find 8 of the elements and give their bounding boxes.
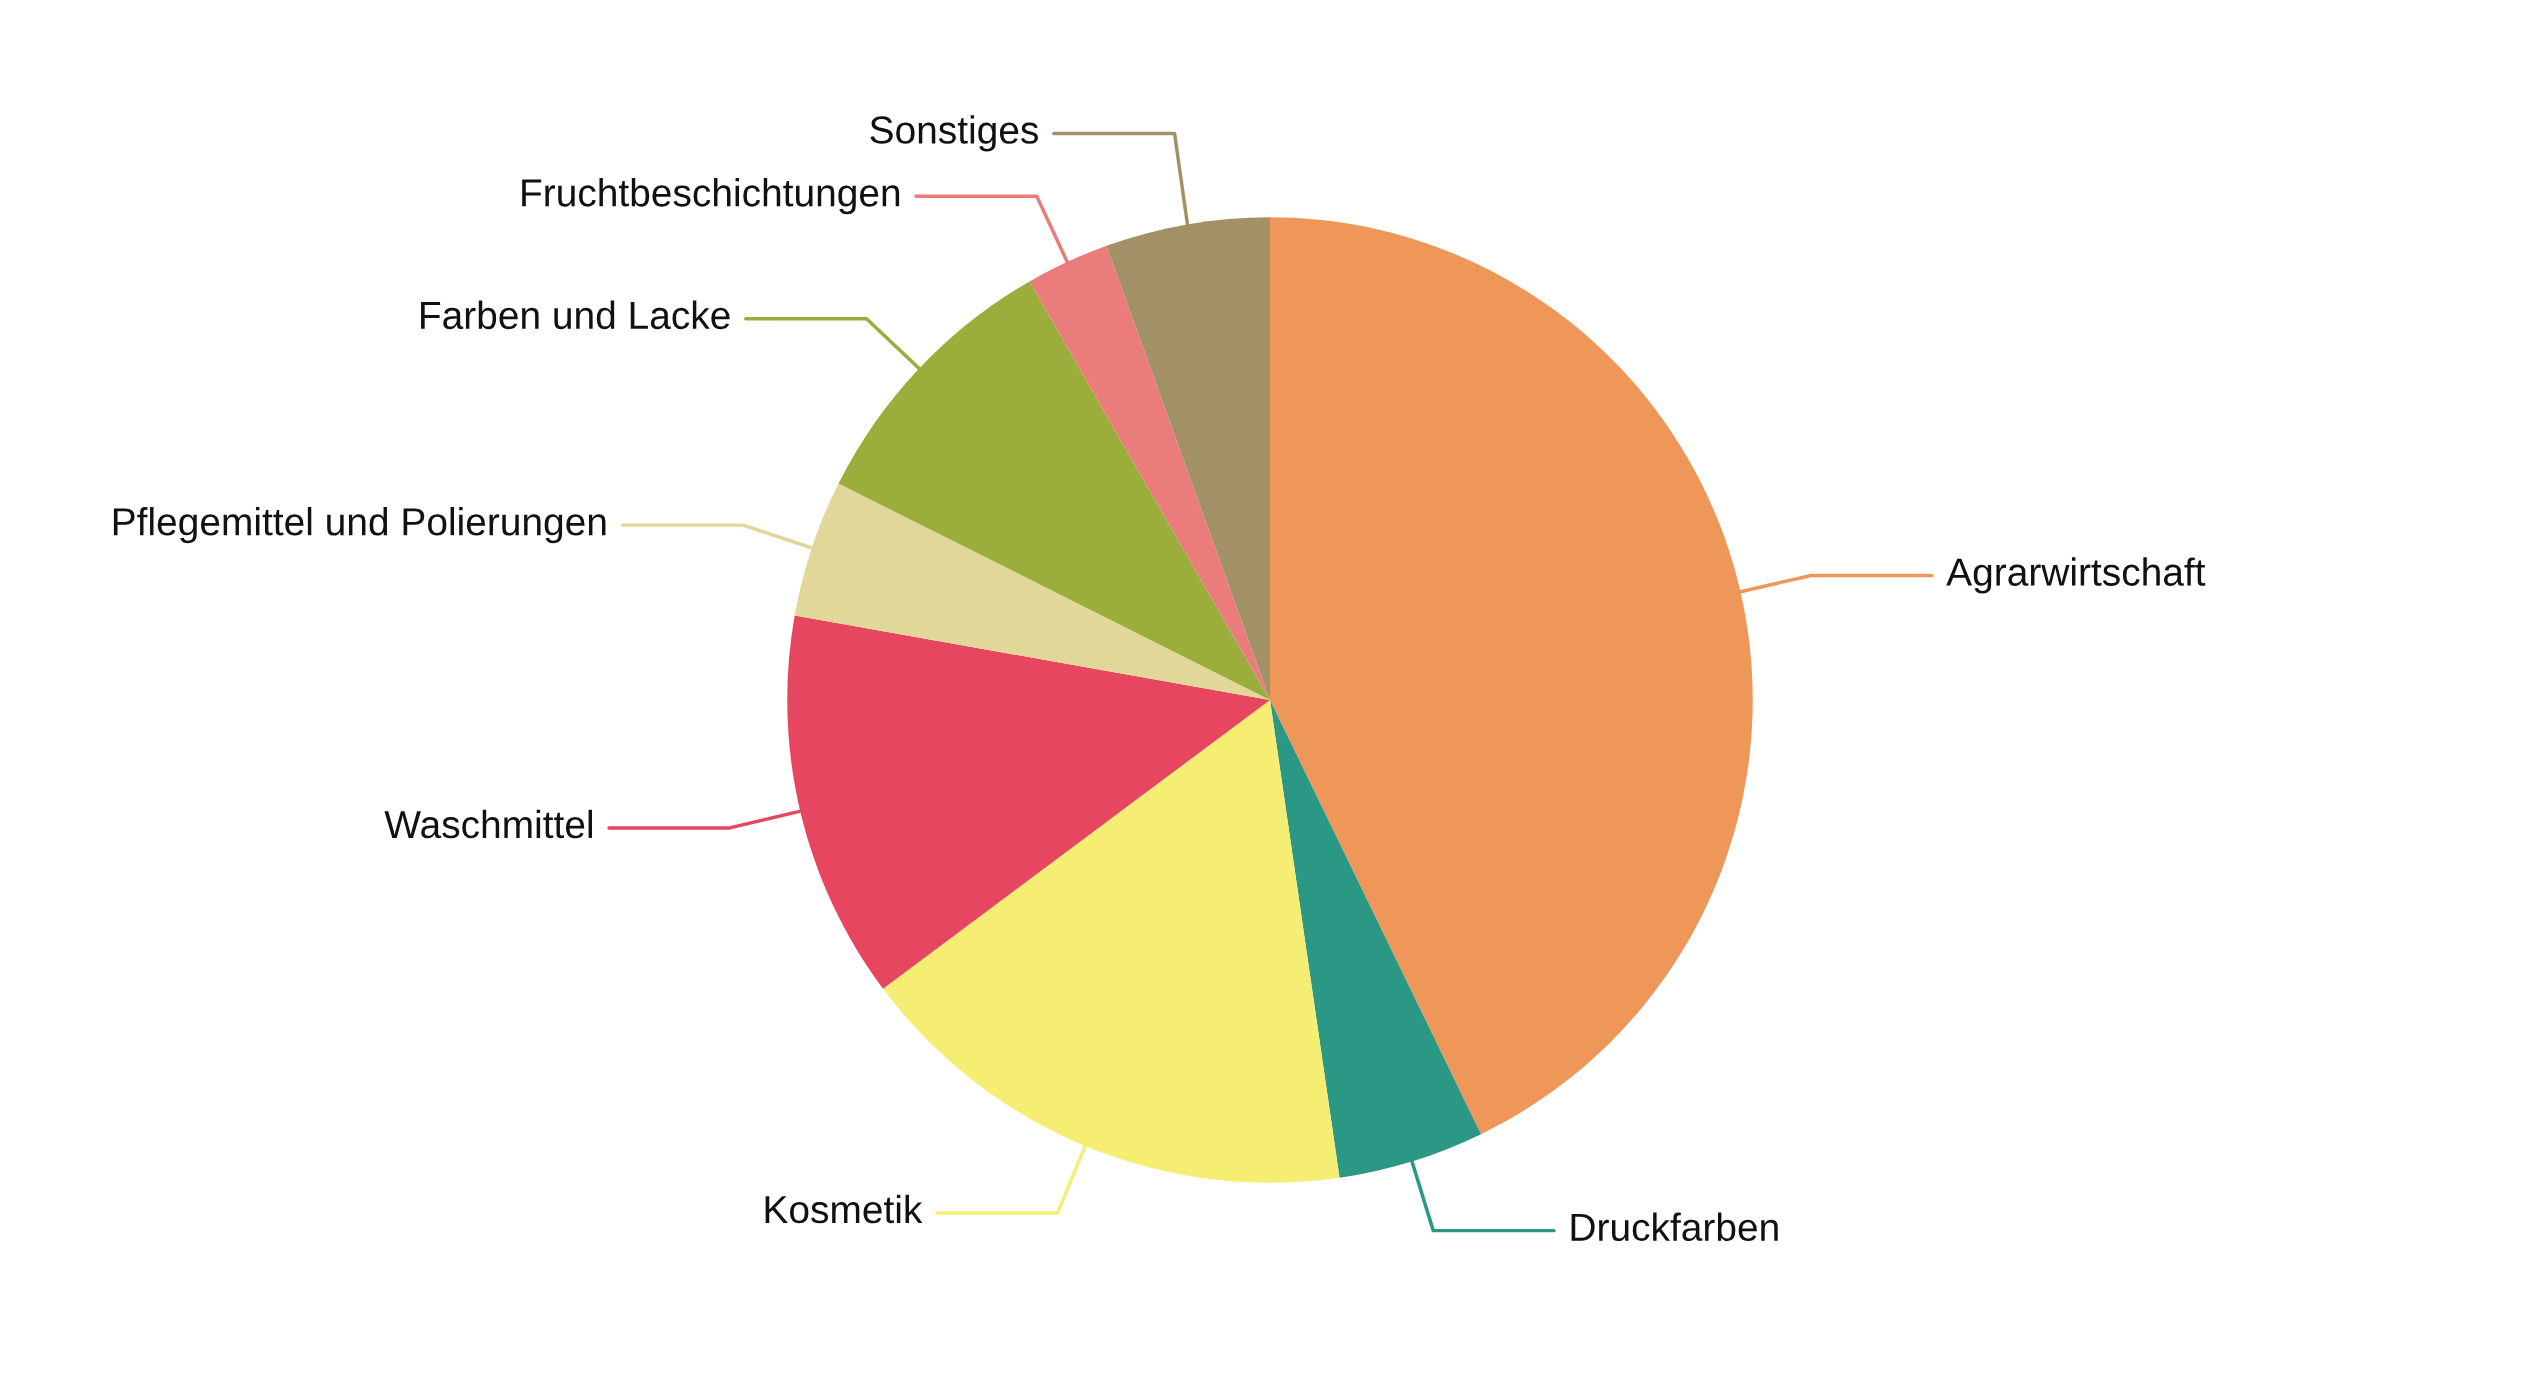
slice-label: Kosmetik <box>765 1194 923 1224</box>
slice-label: Fruchtbeschichtungen <box>522 178 900 215</box>
slice-label: Pflegemittel und Polierungen <box>113 507 606 544</box>
slice-label: Agrarwirtschaft <box>1946 557 2206 594</box>
slice-label: Waschmittel <box>384 809 592 839</box>
slice-label: Farben und Lacke <box>421 300 730 330</box>
slice-label: Sonstiges <box>870 115 1038 152</box>
slice-label: Druckfarben <box>1571 1212 1778 1242</box>
